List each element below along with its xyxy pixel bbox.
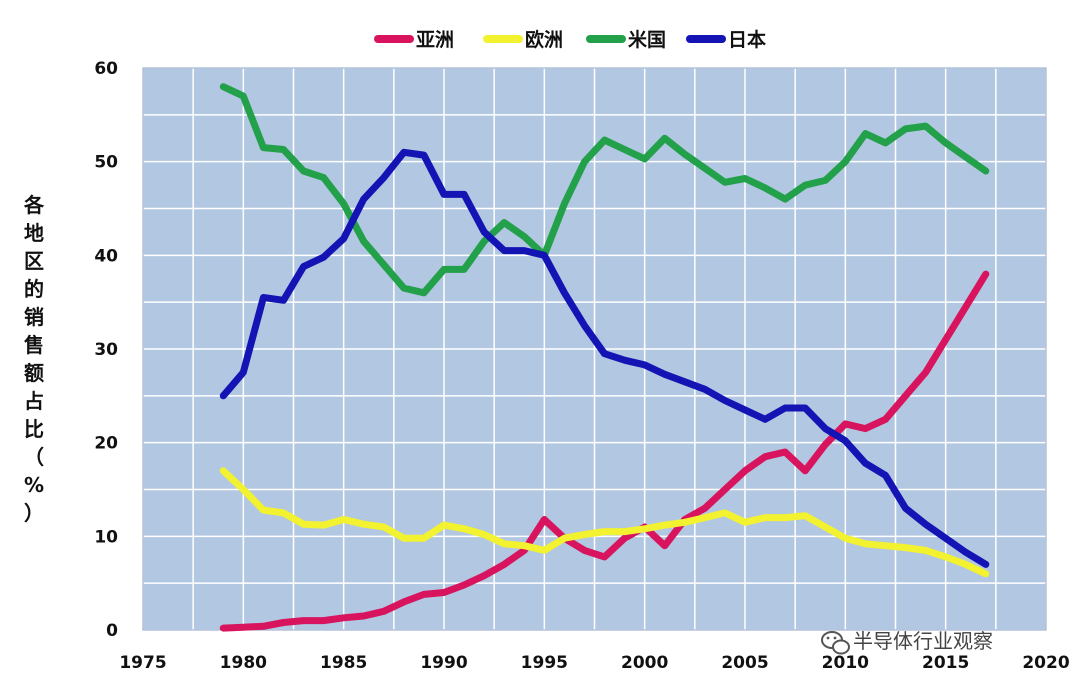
chart-legend: 亚洲 欧洲 米国 日本	[374, 28, 766, 51]
legend-label: 日本	[728, 28, 766, 51]
x-tick-label: 1975	[119, 653, 166, 673]
legend-item: 米国	[586, 28, 666, 51]
legend-label: 亚洲	[416, 29, 454, 51]
x-tick-label: 2010	[822, 653, 869, 673]
x-tick-label: 1980	[220, 653, 267, 673]
legend-label: 欧洲	[525, 28, 563, 51]
legend-item: 日本	[686, 28, 766, 51]
series-line-日本	[219, 148, 990, 568]
y-tick-label: 50	[94, 153, 118, 173]
wechat-icon	[821, 631, 850, 655]
watermark-text: 半导体行业观察	[853, 629, 993, 653]
y-tick-label: 60	[94, 59, 118, 79]
y-tick-label: 30	[94, 340, 118, 360]
series-layer	[219, 83, 990, 632]
y-tick-label: 40	[94, 246, 118, 266]
y-tick-label: 10	[94, 527, 118, 547]
legend-item: 欧洲	[483, 28, 563, 51]
x-tick-label: 2000	[621, 653, 668, 673]
series-line-亚洲	[219, 270, 990, 632]
x-tick-label: 1985	[320, 653, 367, 673]
x-tick-label: 1990	[420, 653, 467, 673]
legend-item: 亚洲	[374, 29, 454, 51]
legend-label: 米国	[628, 28, 666, 51]
y-axis-ticks: 0 10 20 30 40 50 60	[94, 59, 118, 641]
y-tick-label: 20	[94, 434, 118, 454]
series-line-欧洲	[219, 467, 990, 578]
y-axis-label: 各地区的销售额占比（%）	[23, 193, 45, 525]
x-tick-label: 2020	[1022, 653, 1069, 673]
x-axis-ticks: 1975 1980 1985 1990 1995 2000 2005 2010 2015 2020	[119, 653, 1069, 673]
x-tick-label: 2015	[922, 653, 969, 673]
y-tick-label: 0	[106, 621, 118, 641]
plot-frame	[142, 67, 1047, 631]
watermark: 半导体行业观察	[821, 629, 993, 655]
x-tick-label: 2005	[721, 653, 768, 673]
series-line-米国	[219, 83, 990, 297]
x-tick-label: 1995	[521, 653, 568, 673]
